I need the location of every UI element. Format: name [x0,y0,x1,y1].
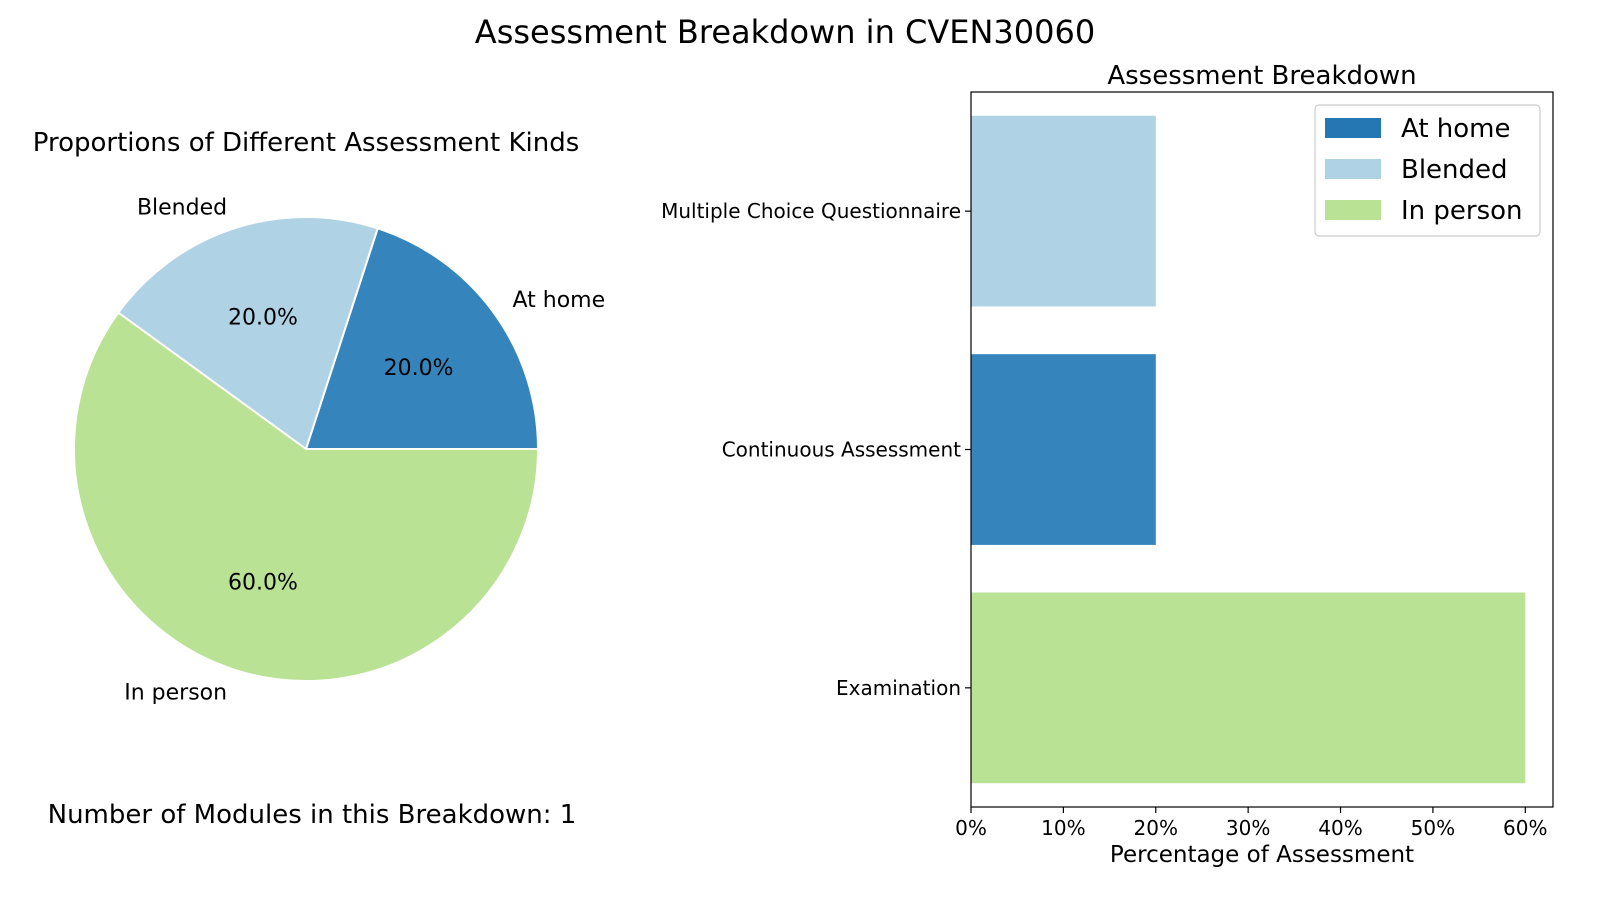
legend-swatch-in-person [1325,200,1381,220]
x-tick-label: 50% [1411,816,1455,840]
bar-continuous-assessment [971,354,1156,545]
bar-examination [971,592,1526,784]
pie-slices [73,216,540,682]
bars [971,115,1526,784]
x-axis-label: Percentage of Assessment [1110,842,1414,868]
x-tick-label: 60% [1503,816,1547,840]
y-tick-label: Multiple Choice Questionnaire [661,199,961,223]
bar-multiple-choice-questionnaire [971,115,1156,307]
legend: At home Blended In person [1314,104,1541,237]
x-tick-label: 40% [1318,816,1362,840]
pie-pct-label-at-home: 20.0% [384,356,454,381]
x-tick-label: 20% [1134,816,1178,840]
pie-labels: At home 20.0% Blended 20.0% In person 60.0% [124,195,605,705]
y-tick-label: Examination [836,676,961,700]
x-tick-label: 10% [1041,816,1085,840]
legend-label-in-person: In person [1401,196,1523,226]
figure-title: Assessment Breakdown in CVEN30060 [475,13,1095,51]
pie-slice-blended [116,216,379,451]
x-tick-label: 30% [1226,816,1270,840]
module-count-text: Number of Modules in this Breakdown: 1 [48,800,577,830]
bar-chart-panel: Assessment Breakdown Multiple Choice Que… [661,61,1554,868]
bar-chart-title: Assessment Breakdown [1107,61,1416,91]
legend-label-at-home: At home [1401,114,1511,144]
pie-label-blended: Blended [137,195,227,220]
pie-chart-panel: Proportions of Different Assessment Kind… [33,128,605,706]
y-axis: Multiple Choice Questionnaire Continuous … [661,199,971,700]
x-tick-label: 0% [955,816,987,840]
pie-label-at-home: At home [513,288,606,313]
pie-label-in-person: In person [124,681,227,706]
legend-swatch-blended [1325,159,1381,179]
pie-chart-title: Proportions of Different Assessment Kind… [33,128,580,158]
x-axis: 0% 10% 20% 30% 40% 50% 60% [955,807,1548,840]
pie-slice-at-home [304,227,540,450]
legend-label-blended: Blended [1401,155,1508,185]
pie-pct-label-in-person: 60.0% [228,570,298,595]
pie-slice-in-person [73,311,540,682]
y-tick-label: Continuous Assessment [722,438,961,462]
pie-pct-label-blended: 20.0% [228,306,298,331]
legend-swatch-at-home [1325,118,1381,138]
